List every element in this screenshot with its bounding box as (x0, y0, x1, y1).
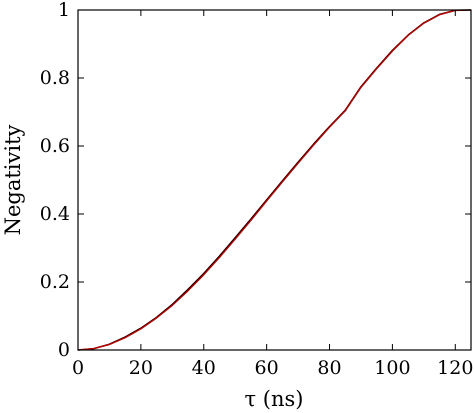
x-axis-label: τ (ns) (245, 387, 304, 411)
x-tick-label: 0 (72, 357, 84, 379)
y-tick-label: 0.8 (40, 67, 70, 89)
x-tick-label: 100 (374, 357, 410, 379)
x-tick-label: 60 (255, 357, 279, 379)
plot-area (77, 9, 472, 351)
y-tick-label: 0.4 (40, 203, 70, 225)
axis-ticks: 0 20 40 60 80 100 120 0 0.2 0.4 0.6 0.8 1 (40, 0, 474, 379)
y-axis-label: Negativity (1, 124, 25, 235)
y-tick-label: 1 (58, 0, 70, 21)
x-tick-label: 80 (317, 357, 341, 379)
x-tick-label: 20 (129, 357, 153, 379)
y-tick-label: 0 (58, 339, 70, 361)
series-line-1 (77, 9, 472, 351)
x-tick-label: 120 (437, 357, 473, 379)
y-tick-label: 0.2 (40, 271, 70, 293)
y-tick-label: 0.6 (40, 135, 70, 157)
series-line-2 (77, 9, 472, 351)
x-tick-label: 40 (192, 357, 216, 379)
plot-frame (77, 9, 472, 351)
